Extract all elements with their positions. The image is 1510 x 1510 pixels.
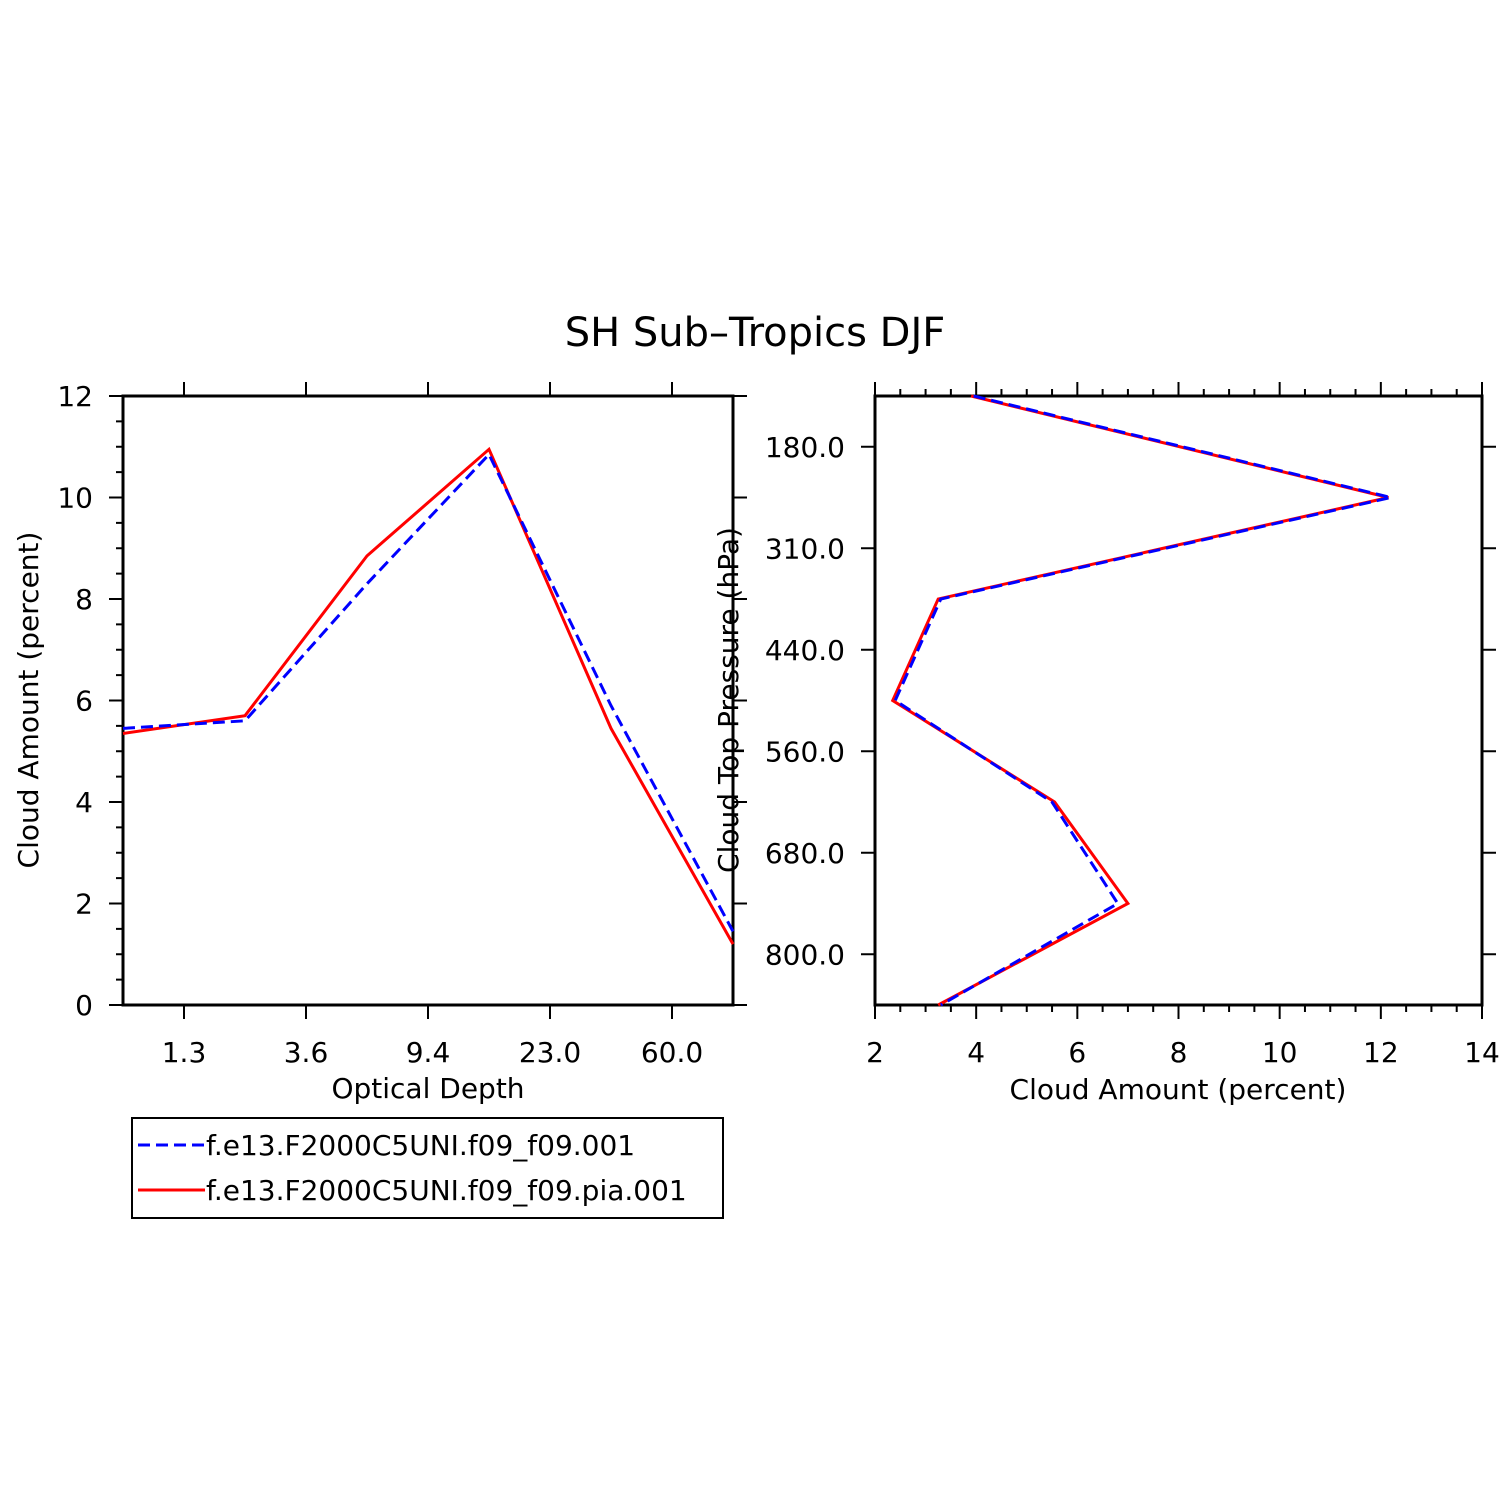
right-y-tick-label: 680.0 bbox=[765, 837, 845, 870]
left-y-tick-label: 10 bbox=[57, 482, 93, 515]
left-x-tick-label: 3.6 bbox=[284, 1036, 329, 1069]
legend: f.e13.F2000C5UNI.f09_f09.001 f.e13.F2000… bbox=[131, 1117, 724, 1219]
right-y-tick-label: 560.0 bbox=[765, 735, 845, 768]
left-x-tick-label: 60.0 bbox=[641, 1036, 703, 1069]
left-plot-frame bbox=[121, 394, 735, 1007]
right-y-tick-label: 310.0 bbox=[765, 532, 845, 565]
right-x-tick-label: 8 bbox=[1170, 1036, 1188, 1069]
right-panel: 180.0 310.0 440.0 560.0 680.0 800.0 2 4 6 8 10 12 1… bbox=[712, 382, 1500, 1106]
left-y-tick-label: 2 bbox=[75, 888, 93, 921]
left-y-tick-label: 4 bbox=[75, 786, 93, 819]
left-y-axis-label: Cloud Amount (percent) bbox=[12, 532, 45, 869]
left-x-tick-label: 23.0 bbox=[519, 1036, 581, 1069]
left-x-tick-label: 1.3 bbox=[162, 1036, 207, 1069]
right-series-line-1 bbox=[893, 394, 1392, 1007]
right-x-tick-label: 4 bbox=[967, 1036, 985, 1069]
legend-label-series-1: f.e13.F2000C5UNI.f09_f09.001 bbox=[206, 1129, 635, 1162]
right-x-tick-label: 12 bbox=[1363, 1036, 1399, 1069]
right-y-tick-label: 180.0 bbox=[765, 431, 845, 464]
right-y-tick-label: 440.0 bbox=[765, 634, 845, 667]
left-series-line-2 bbox=[122, 446, 735, 945]
right-x-tick-label: 2 bbox=[866, 1036, 884, 1069]
left-y-tick-label: 12 bbox=[57, 380, 93, 413]
right-x-tick-label: 14 bbox=[1464, 1036, 1500, 1069]
left-x-axis-label: Optical Depth bbox=[331, 1072, 524, 1105]
legend-box bbox=[131, 1117, 724, 1219]
chart-title: SH Sub–Tropics DJF bbox=[565, 310, 946, 356]
right-x-axis-label: Cloud Amount (percent) bbox=[1010, 1073, 1347, 1106]
right-y-axis-label: Cloud Top Pressure (hPa) bbox=[712, 527, 745, 873]
legend-label-series-2: f.e13.F2000C5UNI.f09_f09.pia.001 bbox=[206, 1174, 687, 1207]
left-y-tick-label: 0 bbox=[75, 989, 93, 1022]
left-series-line-1 bbox=[122, 451, 735, 933]
left-y-tick-label: 6 bbox=[75, 685, 93, 718]
left-y-tick-label: 8 bbox=[75, 583, 93, 616]
right-x-tick-label: 10 bbox=[1262, 1036, 1298, 1069]
right-x-tick-label: 6 bbox=[1068, 1036, 1086, 1069]
left-x-tick-label: 9.4 bbox=[406, 1036, 451, 1069]
right-plot-frame bbox=[873, 394, 1484, 1007]
right-series-line-2 bbox=[890, 394, 1389, 1007]
right-y-tick-label: 800.0 bbox=[765, 938, 845, 971]
left-panel: 0 2 4 6 8 10 12 1.3 3.6 9.4 23.0 60.0 Optical Dept… bbox=[12, 380, 747, 1105]
